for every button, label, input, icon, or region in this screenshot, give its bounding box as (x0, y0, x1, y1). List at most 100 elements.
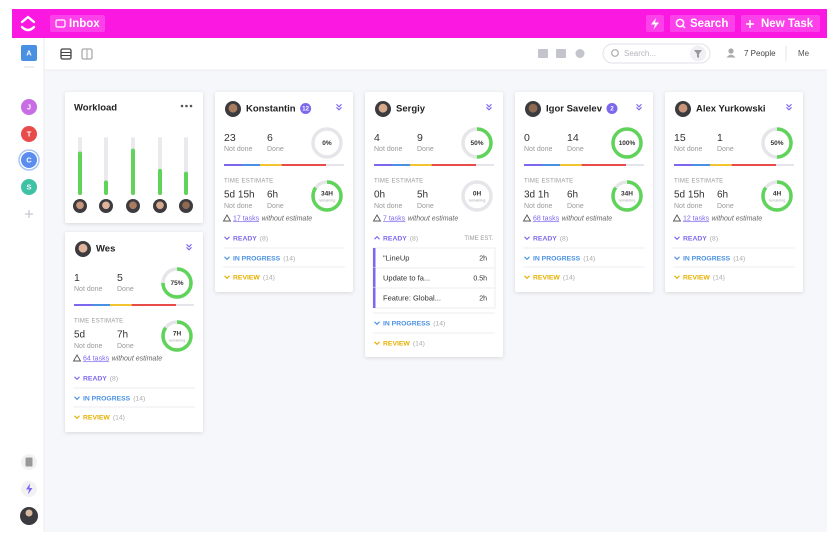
chevron-icon[interactable] (674, 236, 680, 241)
ring-arc (311, 180, 343, 212)
estimate-done: 5h (417, 190, 428, 201)
chevron-icon[interactable] (374, 235, 380, 240)
chevron-icon[interactable] (186, 243, 192, 248)
estimate-not-done-label: Not done (374, 203, 403, 210)
tasks-link[interactable]: 64 tasks (83, 355, 110, 362)
status-label[interactable]: READY (683, 235, 707, 242)
chevron-icon[interactable] (524, 275, 530, 280)
tasks-link[interactable]: 7 tasks (383, 215, 406, 222)
inbox-button[interactable] (50, 15, 105, 32)
workload-bar (78, 151, 82, 195)
task-count: 12 (302, 107, 309, 113)
board-view-icon[interactable] (81, 48, 93, 60)
estimate-not-done-label: Not done (74, 343, 103, 350)
ring-track (311, 127, 343, 159)
search-button[interactable] (670, 15, 735, 32)
chevron-icon[interactable] (336, 106, 342, 111)
me-filter[interactable]: Me (798, 49, 810, 58)
space-icon[interactable] (21, 99, 37, 115)
task-status-stripe (373, 288, 376, 308)
status-bar-segment (281, 164, 326, 166)
chevron-icon[interactable] (786, 106, 792, 111)
space-icon[interactable] (21, 179, 37, 195)
done-label: Done (417, 146, 434, 153)
person-card (665, 92, 803, 292)
new-task-button[interactable] (741, 15, 820, 32)
status-label[interactable]: IN PROGRESS (83, 395, 131, 402)
remaining-caption: remaining (769, 199, 786, 203)
chevron-icon[interactable] (74, 396, 80, 401)
chevron-icon[interactable] (374, 321, 380, 326)
time-estimate-heading: TIME ESTIMATE (374, 179, 423, 185)
status-count: (8) (260, 235, 268, 242)
avatar-face (528, 103, 538, 113)
tasks-link[interactable]: 17 tasks (233, 215, 260, 222)
chevron-icon[interactable] (186, 246, 192, 251)
estimate-done: 6h (567, 190, 578, 201)
search-box-icon (611, 49, 619, 57)
status-label[interactable]: REVIEW (533, 274, 560, 281)
tasks-note: without estimate (562, 215, 613, 222)
chevron-icon[interactable] (674, 256, 680, 261)
status-label[interactable]: READY (233, 235, 257, 242)
toolbar-icon[interactable] (556, 49, 566, 58)
estimate-done-label: Done (717, 203, 734, 210)
not-done-count: 1 (74, 272, 80, 284)
chevron-icon[interactable] (374, 341, 380, 346)
space-icon[interactable] (21, 45, 37, 61)
status-label[interactable]: IN PROGRESS (533, 255, 581, 262)
chevron-icon[interactable] (786, 103, 792, 108)
add-space-icon[interactable] (25, 210, 33, 218)
done-count: 5 (117, 272, 123, 284)
ring-arc (161, 267, 193, 299)
status-label[interactable]: REVIEW (233, 274, 260, 281)
chevron-icon[interactable] (486, 103, 492, 108)
chevron-icon[interactable] (486, 106, 492, 111)
status-label[interactable]: READY (383, 235, 407, 242)
status-bar-segment (374, 164, 392, 166)
status-count: (14) (583, 255, 595, 262)
chevron-icon[interactable] (674, 275, 680, 280)
more-icon[interactable] (180, 104, 193, 108)
chevron-icon[interactable] (524, 236, 530, 241)
avatar-face (129, 201, 137, 210)
status-label[interactable]: READY (533, 235, 557, 242)
status-label[interactable]: IN PROGRESS (383, 320, 431, 327)
tasks-link[interactable]: 12 tasks (683, 215, 710, 222)
docs-icon (25, 457, 33, 467)
space-icon[interactable] (21, 126, 37, 142)
list-view-icon[interactable] (60, 48, 72, 60)
toolbar-icon[interactable] (538, 49, 548, 58)
chevron-icon[interactable] (224, 275, 230, 280)
chevron-icon[interactable] (74, 415, 80, 420)
status-label[interactable]: REVIEW (83, 414, 110, 421)
status-label[interactable]: REVIEW (683, 274, 710, 281)
status-label[interactable]: READY (83, 375, 107, 382)
status-label[interactable]: REVIEW (383, 340, 410, 347)
chevron-icon[interactable] (524, 256, 530, 261)
chevron-icon[interactable] (224, 256, 230, 261)
person-card (215, 92, 353, 292)
space-icon[interactable] (21, 152, 37, 168)
workload-title: Workload (74, 103, 117, 114)
chevron-icon[interactable] (224, 236, 230, 241)
tasks-link[interactable]: 68 tasks (533, 215, 560, 222)
estimate-not-done: 5d 15h (224, 190, 255, 201)
people-filter[interactable]: 7 People (744, 49, 776, 58)
done-count: 6 (267, 132, 273, 144)
settings-icon[interactable] (575, 49, 585, 58)
chevron-icon[interactable] (636, 103, 642, 108)
estimate-done-label: Done (567, 203, 584, 210)
status-bar-segment (560, 164, 582, 166)
task-status-stripe (373, 248, 376, 268)
chevron-icon[interactable] (336, 103, 342, 108)
status-label[interactable]: IN PROGRESS (683, 255, 731, 262)
search-box[interactable] (602, 43, 711, 64)
task-status-stripe (373, 268, 376, 288)
task-name: Feature: Global... (383, 293, 441, 302)
ring-arc (761, 180, 793, 212)
ring-arc (161, 320, 193, 352)
status-label[interactable]: IN PROGRESS (233, 255, 281, 262)
chevron-icon[interactable] (74, 376, 80, 381)
chevron-icon[interactable] (636, 106, 642, 111)
